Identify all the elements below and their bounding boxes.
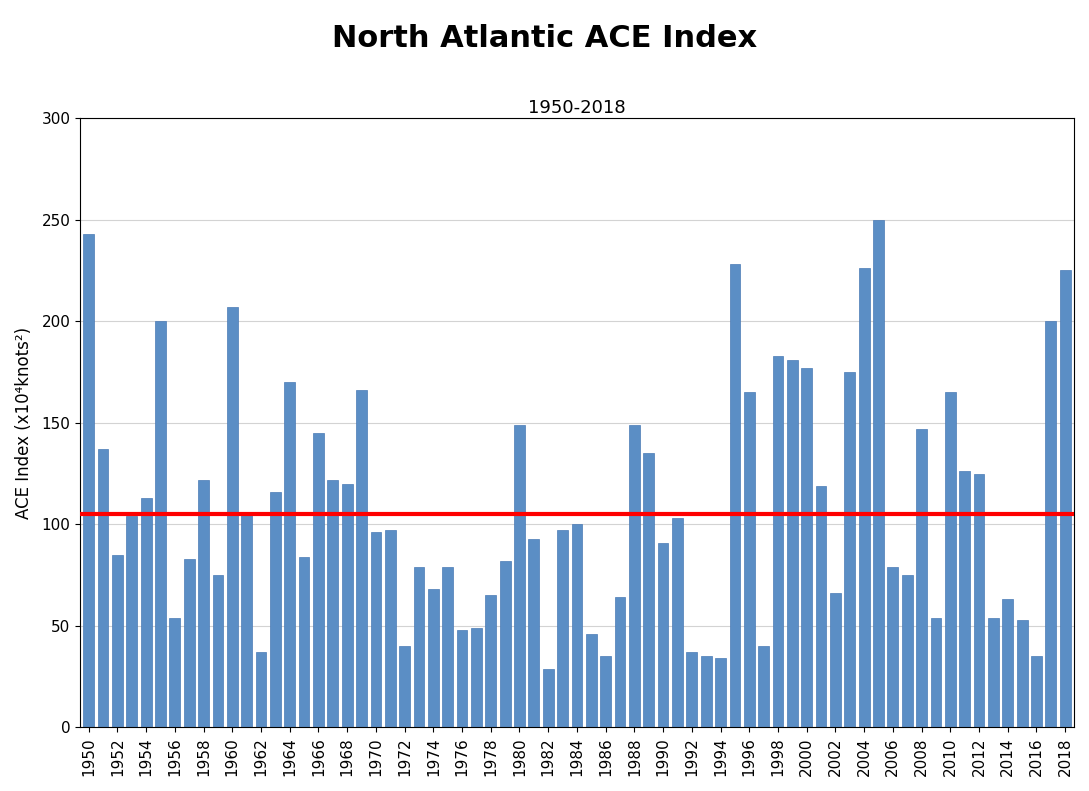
Bar bbox=[98, 449, 109, 728]
Bar bbox=[873, 220, 884, 728]
Bar bbox=[802, 368, 812, 728]
Bar bbox=[256, 653, 267, 728]
Bar bbox=[370, 532, 381, 728]
Bar bbox=[629, 425, 639, 728]
Bar bbox=[528, 539, 539, 728]
Bar bbox=[916, 429, 927, 728]
Bar bbox=[356, 390, 367, 728]
Bar bbox=[83, 234, 94, 728]
Bar bbox=[614, 597, 625, 728]
Bar bbox=[902, 575, 913, 728]
Bar bbox=[945, 392, 956, 728]
Bar bbox=[715, 658, 726, 728]
Bar bbox=[758, 646, 769, 728]
Bar bbox=[342, 483, 353, 728]
Bar bbox=[384, 531, 395, 728]
Bar bbox=[212, 575, 223, 728]
Bar bbox=[184, 558, 195, 728]
Title: 1950-2018: 1950-2018 bbox=[528, 99, 626, 116]
Text: North Atlantic ACE Index: North Atlantic ACE Index bbox=[332, 24, 757, 53]
Bar bbox=[472, 628, 481, 728]
Bar bbox=[1017, 620, 1028, 728]
Bar bbox=[155, 321, 166, 728]
Bar bbox=[112, 554, 123, 728]
Bar bbox=[859, 268, 869, 728]
Bar bbox=[486, 596, 497, 728]
Y-axis label: ACE Index (x10⁴knots²): ACE Index (x10⁴knots²) bbox=[15, 327, 33, 519]
Bar bbox=[500, 561, 511, 728]
Bar bbox=[686, 653, 697, 728]
Bar bbox=[931, 618, 941, 728]
Bar bbox=[1031, 657, 1042, 728]
Bar bbox=[1060, 271, 1070, 728]
Bar bbox=[313, 433, 323, 728]
Bar bbox=[959, 471, 970, 728]
Bar bbox=[701, 657, 711, 728]
Bar bbox=[644, 453, 654, 728]
Bar bbox=[140, 498, 151, 728]
Bar bbox=[270, 492, 281, 728]
Bar bbox=[1002, 600, 1013, 728]
Bar bbox=[227, 307, 237, 728]
Bar bbox=[744, 392, 755, 728]
Bar bbox=[414, 567, 425, 728]
Bar bbox=[558, 531, 568, 728]
Bar bbox=[830, 593, 841, 728]
Bar bbox=[456, 630, 467, 728]
Bar bbox=[298, 557, 309, 728]
Bar bbox=[600, 657, 611, 728]
Bar bbox=[328, 479, 339, 728]
Bar bbox=[772, 356, 783, 728]
Bar bbox=[658, 543, 669, 728]
Bar bbox=[428, 589, 439, 728]
Bar bbox=[844, 372, 855, 728]
Bar bbox=[816, 486, 827, 728]
Bar bbox=[730, 264, 741, 728]
Bar bbox=[170, 618, 180, 728]
Bar bbox=[787, 360, 798, 728]
Bar bbox=[126, 517, 137, 728]
Bar bbox=[1045, 321, 1056, 728]
Bar bbox=[672, 518, 683, 728]
Bar bbox=[242, 514, 252, 728]
Bar bbox=[400, 646, 409, 728]
Bar bbox=[198, 479, 209, 728]
Bar bbox=[974, 474, 984, 728]
Bar bbox=[586, 634, 597, 728]
Bar bbox=[888, 567, 898, 728]
Bar bbox=[572, 524, 583, 728]
Bar bbox=[442, 567, 453, 728]
Bar bbox=[514, 425, 525, 728]
Bar bbox=[542, 668, 553, 728]
Bar bbox=[988, 618, 999, 728]
Bar bbox=[284, 382, 295, 728]
